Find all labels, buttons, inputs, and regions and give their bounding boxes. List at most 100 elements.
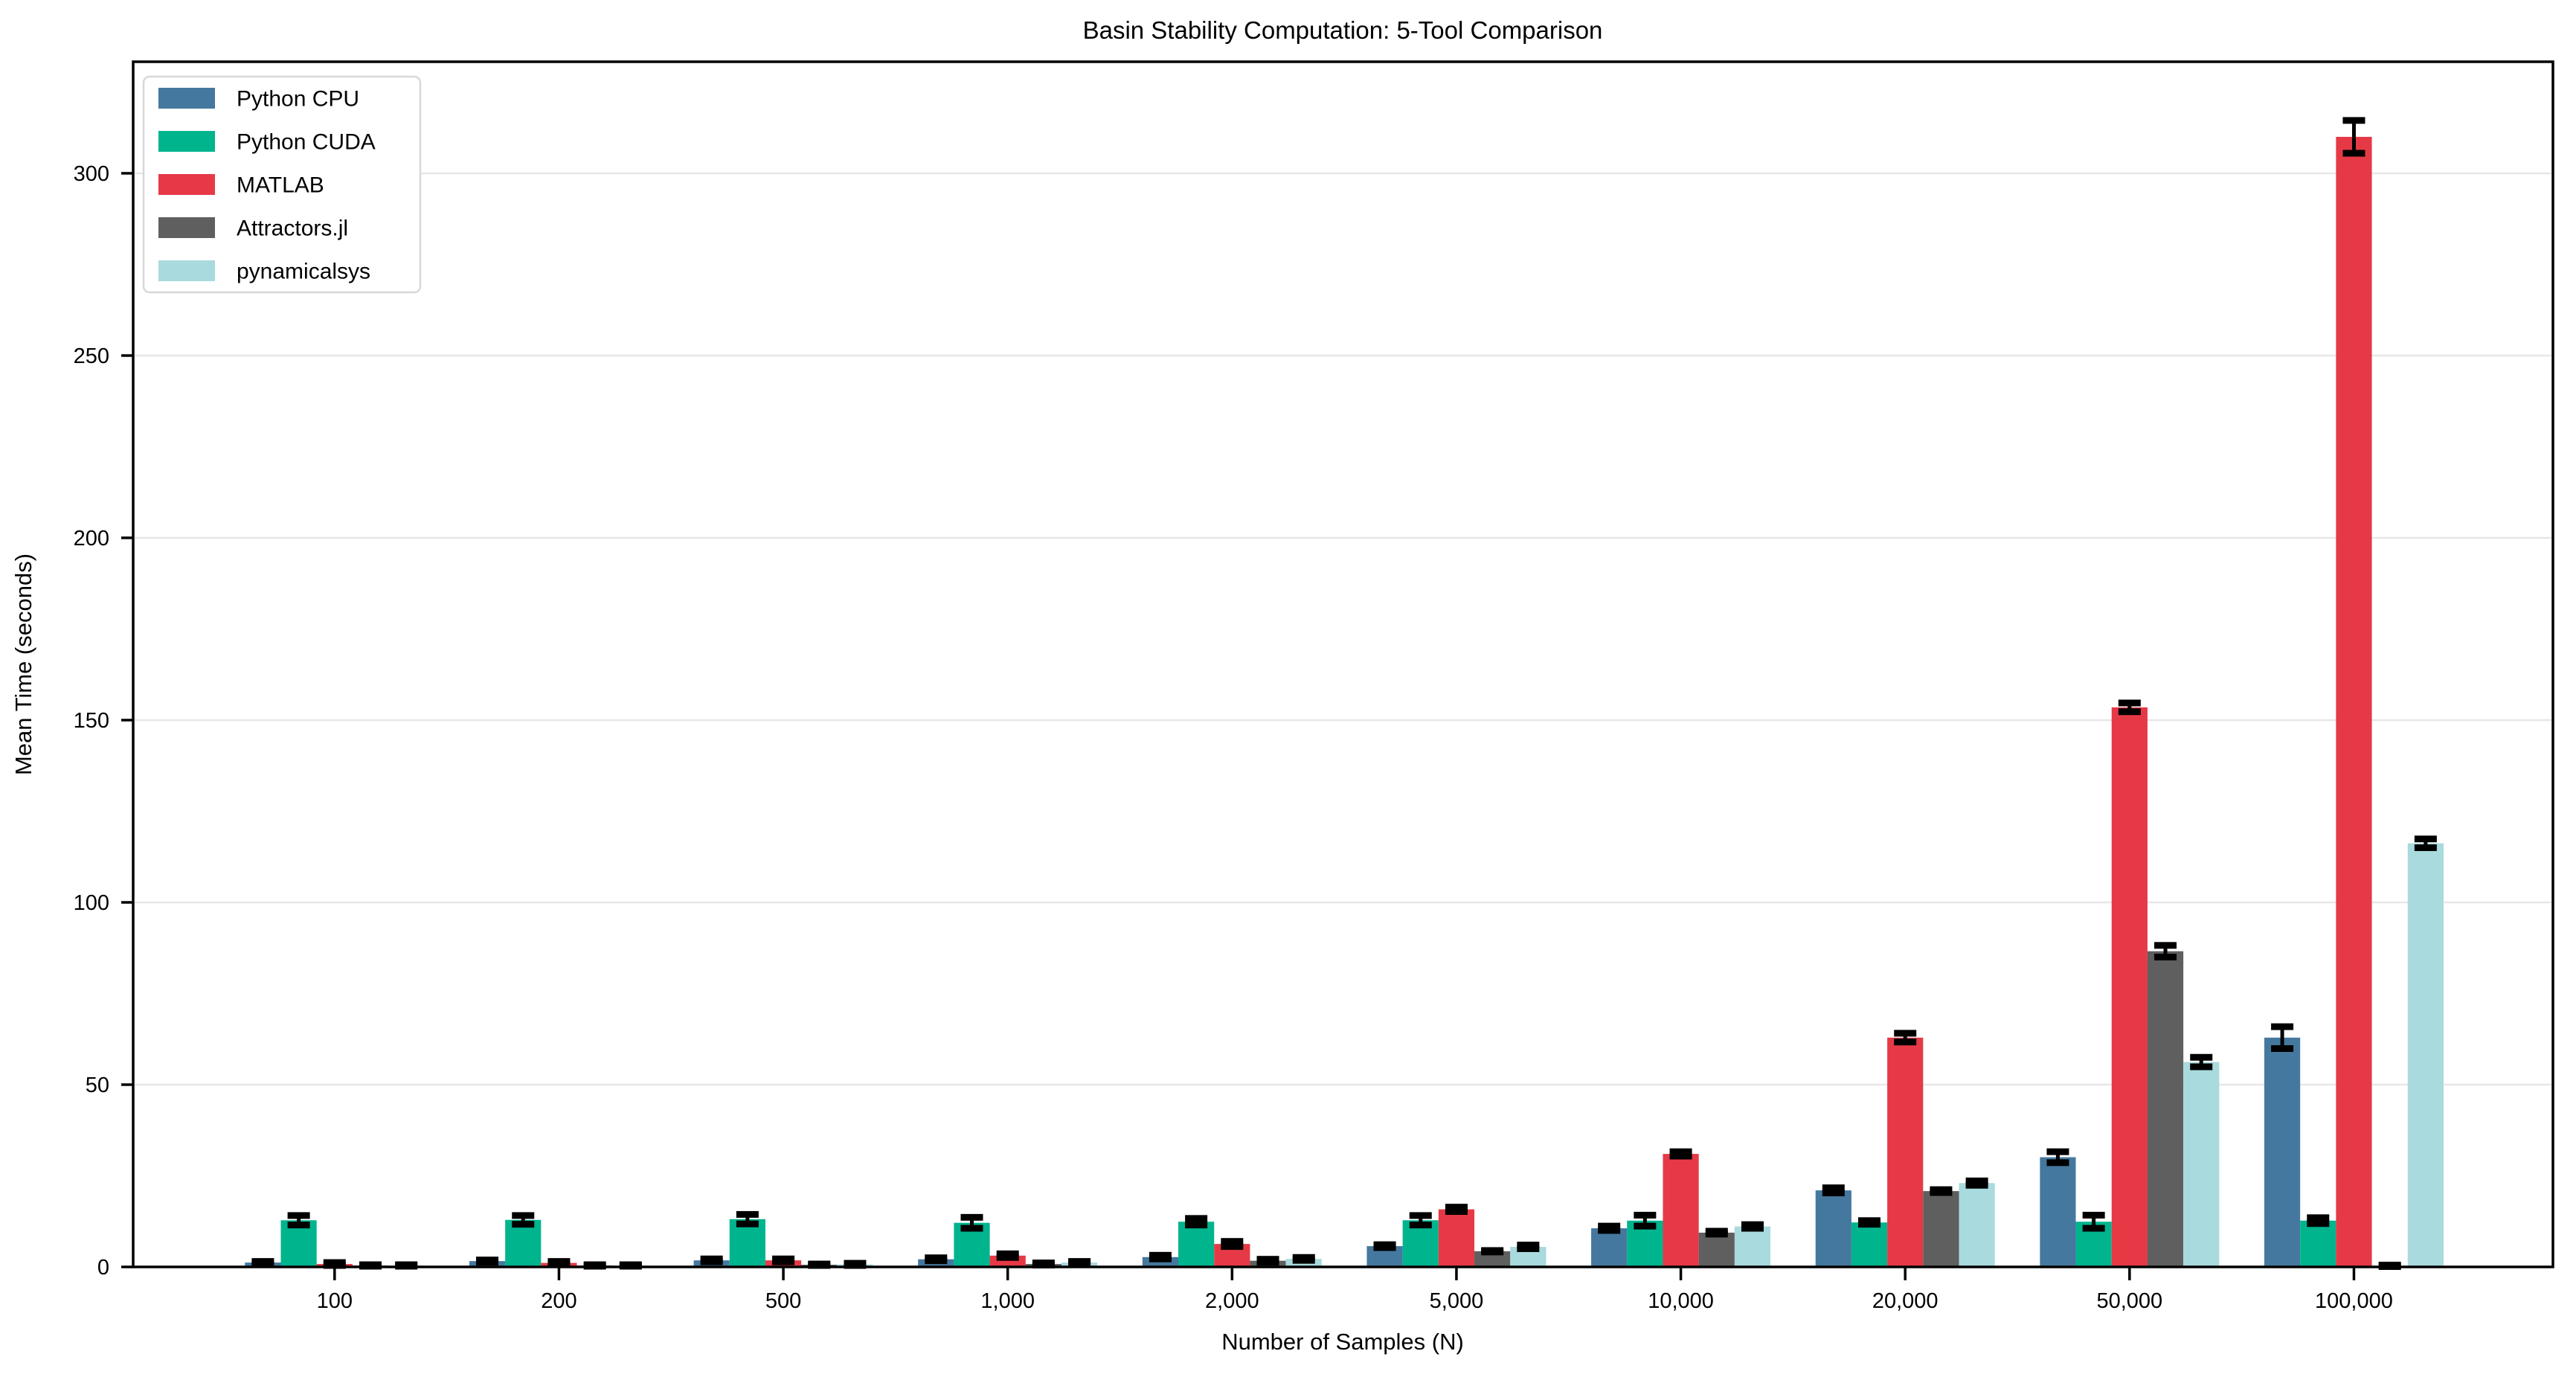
error-bar-cap [996, 1250, 1019, 1257]
error-bar-cap [2271, 1044, 2294, 1052]
error-bar-cap [1965, 1177, 1988, 1184]
error-bar-cap [2271, 1023, 2294, 1030]
y-tick-label: 300 [74, 162, 109, 186]
x-tick-label: 1,000 [980, 1289, 1035, 1313]
error-bar-cap [2307, 1214, 2330, 1222]
error-bar-cap [547, 1261, 571, 1268]
error-bar-cap [1858, 1221, 1881, 1228]
axes [121, 60, 2554, 1280]
plot-frame [132, 60, 2554, 1268]
error-bar-cap [512, 1212, 535, 1219]
bar-pynamicalsys-50000 [2183, 1062, 2220, 1267]
bar-python-cpu-20000 [1815, 1190, 1851, 1267]
error-bar-cap [1256, 1259, 1279, 1266]
error-bar-cap [1185, 1215, 1208, 1222]
error-bar-cap [512, 1221, 535, 1228]
legend-label: Attractors.jl [237, 216, 348, 241]
error-bar-cap [1741, 1225, 1764, 1232]
error-bar-cap [736, 1220, 759, 1227]
bar-python-cpu-50000 [2040, 1157, 2076, 1267]
y-tick-label: 0 [97, 1256, 109, 1280]
bar-pynamicalsys-100000 [2407, 843, 2444, 1267]
legend-item: pynamicalsys [158, 260, 370, 284]
legend-swatch-matlab [158, 174, 215, 195]
legend-item: Attractors.jl [158, 216, 348, 241]
error-bar-cap [1032, 1262, 1055, 1269]
y-tick-label: 50 [86, 1073, 109, 1097]
bar-python-cuda-100000 [2300, 1220, 2336, 1267]
error-bar-cap [476, 1259, 499, 1266]
error-bar-cap [1741, 1221, 1764, 1228]
error-bar-cap [1068, 1260, 1091, 1268]
legend-label: Python CPU [237, 87, 359, 112]
error-bar-cap [1705, 1230, 1728, 1238]
legend-item: MATLAB [158, 173, 324, 198]
error-bar-cap [1930, 1189, 1953, 1196]
legend: Python CPU Python CUDA MATLAB Attractors.jl… [142, 75, 422, 294]
y-tick-label: 200 [74, 527, 109, 551]
legend-item: Python CUDA [158, 130, 376, 155]
error-bar-cap [808, 1262, 831, 1269]
error-bar-cap [251, 1260, 274, 1268]
gridlines [135, 172, 2551, 1086]
y-tick-label: 100 [74, 891, 109, 915]
y-axis-label: Mean Time (seconds) [10, 553, 36, 775]
error-bar-cap [996, 1254, 1019, 1261]
bar-python-cuda-2000 [1178, 1222, 1215, 1267]
error-bar-cap [1221, 1238, 1244, 1245]
tick-labels: 0 50 100 150 200 250 300 100 200 500 1,000 2,000 5,0… [74, 162, 2393, 1313]
bar-pynamicalsys-20000 [1959, 1183, 1995, 1267]
bar-python-cpu-10000 [1591, 1228, 1628, 1267]
x-tick-label: 10,000 [1648, 1289, 1714, 1313]
y-tick-label: 250 [74, 344, 109, 368]
error-bar-cap [1481, 1248, 1504, 1256]
error-bar-cap [2118, 708, 2141, 716]
bar-pynamicalsys-10000 [1734, 1226, 1771, 1267]
error-bar-cap [1445, 1204, 1468, 1211]
x-axis-label: Number of Samples (N) [1221, 1329, 1464, 1355]
legend-item: Python CPU [158, 87, 359, 112]
bar-matlab-100000 [2336, 136, 2372, 1268]
bar-attractors-jl-10000 [1698, 1232, 1735, 1267]
error-bar-cap [1598, 1227, 1621, 1234]
error-bar-cap [2190, 1063, 2213, 1071]
error-bar-cap [2414, 844, 2437, 851]
bars [245, 136, 2444, 1268]
legend-label: pynamicalsys [237, 260, 370, 284]
error-bar-cap [1517, 1245, 1540, 1252]
error-bar-cap [2082, 1225, 2105, 1232]
error-bar-cap [1149, 1255, 1172, 1262]
error-bar-cap [736, 1210, 759, 1218]
error-bar-cap [2046, 1148, 2069, 1155]
error-bar-cap [1185, 1222, 1208, 1229]
error-bar-cap [1445, 1208, 1468, 1216]
x-tick-label: 200 [541, 1289, 576, 1313]
error-bar-cap [2154, 942, 2177, 949]
legend-swatch-python-cpu [158, 88, 215, 109]
error-bar-cap [1822, 1184, 1845, 1192]
error-bar-cap [2414, 835, 2437, 843]
bar-attractors-jl-20000 [1923, 1191, 1959, 1267]
error-bar-cap [1149, 1251, 1172, 1259]
error-bar-cap [2342, 150, 2365, 157]
error-bar-cap [1669, 1152, 1692, 1160]
x-tick-label: 100,000 [2315, 1289, 2393, 1313]
chart-title: Basin Stability Computation: 5-Tool Comp… [1083, 16, 1603, 44]
error-bar-cap [2082, 1211, 2105, 1219]
error-bar-cap [1292, 1257, 1315, 1264]
error-bar-cap [287, 1212, 310, 1219]
error-bar-cap [1894, 1030, 1917, 1037]
legend-label: MATLAB [237, 173, 324, 198]
x-tick-label: 50,000 [2096, 1289, 2162, 1313]
error-bar-cap [1634, 1211, 1657, 1219]
bar-python-cuda-20000 [1851, 1222, 1888, 1267]
error-bar-cap [925, 1257, 948, 1265]
x-tick-label: 5,000 [1430, 1289, 1484, 1313]
error-bar-cap [2154, 953, 2177, 960]
error-bar-cap [1669, 1148, 1692, 1155]
legend-label: Python CUDA [237, 130, 376, 155]
bar-attractors-jl-50000 [2147, 951, 2184, 1267]
bar-matlab-5000 [1438, 1209, 1475, 1267]
